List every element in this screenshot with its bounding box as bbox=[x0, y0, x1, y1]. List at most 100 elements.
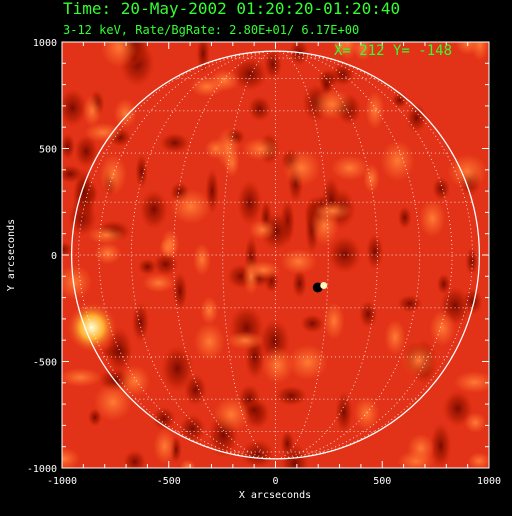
light-mottle bbox=[380, 140, 415, 182]
dark-mottle bbox=[62, 133, 76, 160]
dark-mottle bbox=[397, 294, 423, 313]
image-map bbox=[62, 42, 489, 468]
light-mottle bbox=[446, 154, 488, 189]
axis-ticks bbox=[61, 41, 490, 469]
light-mottle bbox=[82, 94, 102, 128]
dark-mottle bbox=[131, 302, 150, 342]
light-mottle bbox=[311, 88, 353, 120]
light-mottle bbox=[215, 127, 241, 170]
dark-mottle bbox=[172, 272, 188, 311]
dark-mottle bbox=[280, 430, 295, 458]
light-mottle bbox=[84, 122, 123, 143]
light-mottle bbox=[287, 344, 329, 381]
y-tick-label: -1000 bbox=[27, 464, 57, 475]
x-tick-label: 0 bbox=[272, 476, 278, 487]
light-mottle bbox=[470, 42, 489, 62]
dark-mottle bbox=[152, 406, 176, 431]
time-title: Time: 20-May-2002 01:20:20-01:20:40 bbox=[63, 0, 400, 18]
longitude-line bbox=[275, 50, 420, 460]
x-axis-label: X arcseconds bbox=[239, 490, 311, 501]
light-mottle bbox=[384, 319, 406, 356]
flare-source bbox=[312, 282, 328, 293]
dark-mottle bbox=[391, 92, 408, 109]
light-mottle bbox=[312, 201, 353, 221]
light-mottle bbox=[453, 371, 489, 394]
light-mottle bbox=[213, 396, 250, 433]
light-mottle bbox=[245, 260, 281, 280]
light-mottle bbox=[113, 98, 138, 129]
light-mottle bbox=[261, 346, 294, 384]
y-tick-label: 1000 bbox=[33, 38, 57, 49]
y-tick-label: 0 bbox=[51, 251, 57, 262]
y-tick-label: -500 bbox=[33, 358, 57, 369]
light-mottle bbox=[282, 149, 322, 187]
dark-mottle bbox=[139, 189, 169, 230]
axis-tick-labels: -1000 -500 0 500 1000 1000 500 0 -500 -1000 bbox=[27, 38, 501, 487]
heliographic-grid bbox=[71, 50, 480, 460]
light-mottle bbox=[467, 452, 489, 468]
light-mottle bbox=[336, 42, 359, 60]
light-mottle bbox=[158, 237, 177, 258]
y-axis-label: Y arcseconds bbox=[6, 219, 17, 291]
dark-mottle bbox=[135, 153, 148, 190]
light-mottle bbox=[429, 309, 456, 347]
light-mottle bbox=[100, 42, 138, 68]
dark-mottle bbox=[442, 390, 473, 427]
dark-mottle bbox=[365, 233, 384, 270]
dark-mottle bbox=[397, 206, 412, 229]
light-mottle bbox=[353, 396, 380, 431]
light-mottle bbox=[142, 273, 176, 293]
dark-mottle bbox=[196, 42, 210, 74]
dark-mottle bbox=[62, 88, 87, 127]
light-mottle bbox=[62, 264, 93, 300]
x-tick-label: -1000 bbox=[47, 476, 77, 487]
dark-mottle bbox=[263, 48, 283, 80]
light-mottle bbox=[93, 242, 122, 265]
light-mottle bbox=[189, 76, 225, 98]
dark-mottle bbox=[462, 288, 483, 315]
dark-mottle bbox=[137, 258, 158, 276]
dark-mottle bbox=[465, 246, 479, 276]
light-mottle bbox=[323, 301, 345, 341]
dark-mottle bbox=[327, 235, 362, 274]
light-mottle bbox=[249, 219, 276, 240]
dark-mottle bbox=[335, 391, 353, 434]
light-mottle bbox=[241, 137, 280, 161]
rate-subtitle: 3-12 keV, Rate/BgRate: 2.80E+01/ 6.17E+0… bbox=[63, 23, 359, 37]
light-mottle bbox=[226, 331, 264, 350]
light-mottle bbox=[464, 412, 487, 434]
dark-mottle bbox=[123, 450, 147, 468]
dark-mottle bbox=[62, 241, 74, 258]
light-mottle bbox=[419, 199, 446, 238]
x-tick-label: 1000 bbox=[477, 476, 501, 487]
dark-mottle bbox=[74, 134, 99, 168]
solar-limb bbox=[70, 50, 481, 460]
light-mottle bbox=[62, 447, 81, 468]
dark-mottle bbox=[292, 269, 308, 298]
light-mottle bbox=[279, 248, 318, 275]
dark-mottle bbox=[161, 345, 194, 393]
dark-mottle bbox=[247, 95, 272, 122]
dark-mottle bbox=[288, 42, 309, 66]
dark-mottle bbox=[275, 385, 308, 407]
dark-mottle bbox=[179, 414, 206, 444]
dark-mottle bbox=[241, 439, 275, 468]
bright-limb-source bbox=[65, 301, 118, 354]
light-mottle bbox=[204, 138, 228, 160]
light-mottle bbox=[87, 226, 125, 245]
light-mottle bbox=[62, 367, 103, 388]
light-mottle bbox=[193, 322, 226, 362]
emission-texture bbox=[62, 42, 489, 468]
light-mottle bbox=[401, 343, 437, 377]
x-tick-label: 500 bbox=[373, 476, 391, 487]
light-mottle bbox=[192, 242, 212, 276]
dark-mottle bbox=[432, 176, 451, 201]
light-mottle bbox=[179, 459, 196, 468]
dark-mottle bbox=[237, 180, 263, 226]
x-tick-label: -500 bbox=[157, 476, 181, 487]
dark-mottle bbox=[232, 57, 268, 92]
light-mottle bbox=[170, 188, 212, 225]
light-mottle bbox=[407, 433, 435, 464]
